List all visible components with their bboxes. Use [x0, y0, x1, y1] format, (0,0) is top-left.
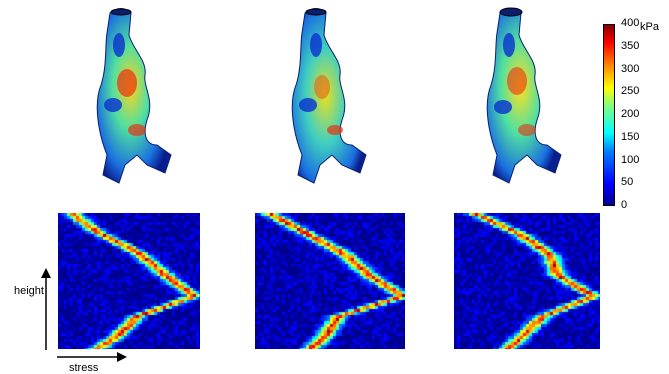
height-axis-arrow [41, 268, 51, 350]
hotspot [518, 124, 536, 136]
coldspot [310, 33, 322, 57]
stress-axis-label: stress [69, 362, 99, 374]
height-axis-label: height [14, 285, 44, 297]
colorbar-tick-label: 400 [621, 17, 640, 29]
coldspot [503, 33, 515, 57]
colorbar-tick-label: 250 [621, 85, 640, 98]
hotspot [327, 125, 343, 135]
hotspot [314, 75, 330, 99]
colorbar [603, 24, 615, 206]
aneurysm-render-1 [96, 8, 172, 184]
coldspot [299, 98, 317, 112]
density-map-3 [454, 213, 600, 349]
coldspot [104, 98, 122, 112]
aneurysm-body [96, 8, 172, 184]
colorbar-tick-label: 100 [621, 153, 640, 166]
aneurysm-render-2 [291, 8, 367, 184]
colorbar-tick-label: 50 [621, 176, 634, 189]
vessel-opening [305, 8, 327, 16]
colorbar-tick-label: 350 [621, 39, 640, 52]
hotspot [117, 69, 137, 97]
colorbar-unit: kPa [640, 21, 659, 33]
hotspot [507, 67, 527, 95]
hotspot [128, 124, 146, 136]
vessel-opening [110, 8, 132, 16]
density-map-1 [58, 213, 200, 349]
colorbar-tick-label: 300 [621, 62, 640, 75]
aneurysm-body [486, 8, 562, 184]
vessel-opening [499, 7, 523, 17]
colorbar-tick-label: 150 [621, 130, 640, 143]
coldspot [494, 100, 512, 114]
density-map-2 [255, 213, 405, 349]
colorbar-tick-label: 0 [621, 199, 628, 211]
colorbar-tick-label: 200 [621, 108, 640, 120]
coldspot [113, 33, 125, 57]
stress-axis-arrow [57, 352, 127, 362]
aneurysm-body [291, 8, 367, 184]
aneurysm-render-3 [486, 7, 562, 184]
